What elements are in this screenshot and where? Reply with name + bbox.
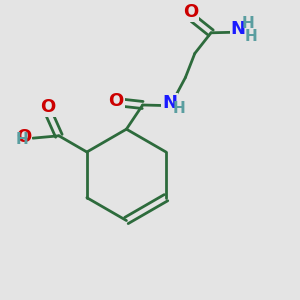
Text: H: H <box>15 132 28 147</box>
Text: O: O <box>183 3 198 21</box>
Text: O: O <box>109 92 124 110</box>
Text: N: N <box>231 20 246 38</box>
Text: O: O <box>16 128 31 146</box>
Text: H: H <box>173 101 185 116</box>
Text: N: N <box>162 94 177 112</box>
Text: H: H <box>241 16 254 31</box>
Text: H: H <box>245 29 258 44</box>
Text: O: O <box>40 98 56 116</box>
